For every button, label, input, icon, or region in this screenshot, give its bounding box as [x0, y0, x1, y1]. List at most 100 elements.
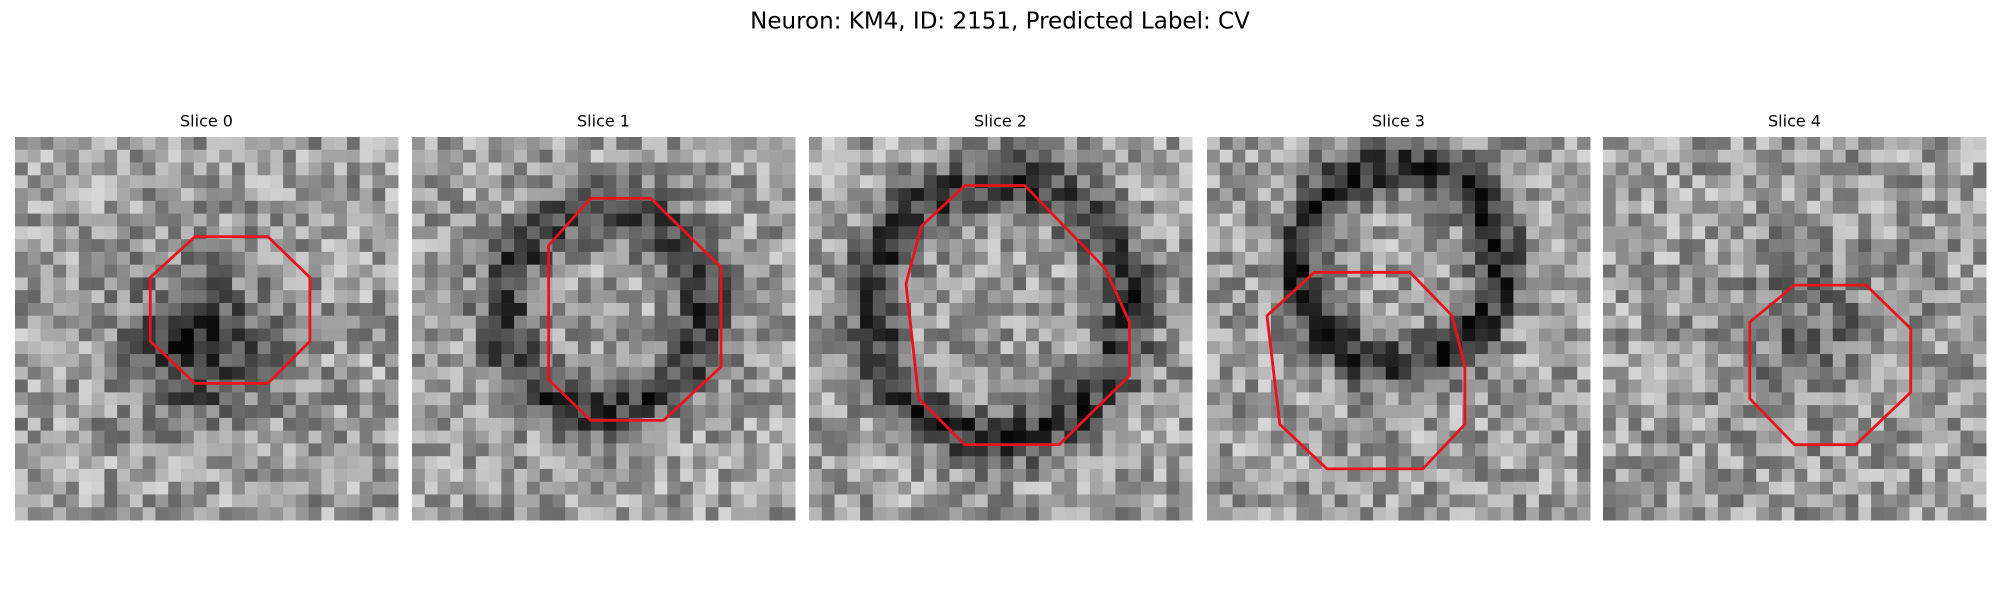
pixel	[629, 366, 643, 381]
pixel	[1232, 137, 1246, 151]
pixel	[244, 341, 259, 355]
pixel	[629, 137, 643, 151]
pixel	[1756, 175, 1770, 189]
pixel	[1934, 239, 1949, 253]
pixel	[872, 188, 887, 202]
pixel	[412, 302, 426, 317]
pixel	[1871, 175, 1885, 189]
pixel	[860, 264, 874, 278]
pixel	[129, 354, 144, 368]
pixel	[692, 392, 707, 406]
pixel	[1436, 264, 1451, 278]
pixel	[1321, 379, 1336, 393]
pixel	[1321, 392, 1336, 406]
pixel	[1296, 494, 1310, 508]
pixel	[1309, 392, 1323, 406]
pixel	[1654, 456, 1668, 470]
pixel	[1934, 251, 1949, 266]
pixel	[1038, 162, 1053, 176]
pixel	[1102, 417, 1116, 432]
pixel	[923, 315, 938, 329]
pixel	[1871, 507, 1885, 521]
pixel	[1424, 443, 1438, 457]
pixel	[117, 290, 131, 304]
pixel	[667, 162, 681, 176]
pixel	[1026, 137, 1040, 151]
pixel	[475, 481, 490, 495]
pixel	[308, 188, 322, 202]
pixel	[577, 137, 592, 151]
pixel	[1026, 417, 1040, 432]
pixel	[104, 226, 118, 240]
pixel	[1283, 417, 1297, 432]
pixel	[1038, 417, 1053, 432]
pixel	[1909, 149, 1923, 164]
pixel	[1487, 226, 1502, 240]
pixel	[667, 354, 681, 368]
pixel	[206, 341, 220, 355]
pixel	[206, 251, 220, 266]
pixel	[1140, 507, 1155, 521]
pixel	[1153, 328, 1167, 342]
pixel	[463, 175, 477, 189]
pixel	[1309, 481, 1323, 495]
pixel	[1500, 277, 1514, 291]
pixel	[616, 149, 630, 164]
pixel	[488, 494, 502, 508]
pixel	[1411, 290, 1425, 304]
pixel	[1947, 456, 1961, 470]
pixel	[1960, 315, 1974, 329]
pixel	[1883, 226, 1898, 240]
pixel	[308, 175, 322, 189]
pixel	[78, 417, 93, 432]
pixel	[1258, 443, 1272, 457]
pixel	[1909, 494, 1923, 508]
pixel	[1730, 162, 1744, 176]
pixel	[463, 315, 477, 329]
pixel	[385, 149, 399, 164]
pixel	[1871, 366, 1885, 381]
pixel	[1794, 430, 1808, 444]
pixel	[1411, 354, 1425, 368]
pixel	[1628, 328, 1642, 342]
pixel	[385, 290, 399, 304]
pixel	[1654, 137, 1668, 151]
pixel	[782, 366, 796, 381]
pixel	[1140, 302, 1155, 317]
pixel	[718, 188, 732, 202]
pixel	[923, 277, 938, 291]
pixel	[1768, 443, 1783, 457]
pixel	[756, 456, 770, 470]
pixel	[834, 392, 848, 406]
pixel	[1909, 341, 1923, 355]
pixel	[898, 200, 912, 215]
pixel	[1641, 430, 1655, 444]
pixel	[1768, 328, 1783, 342]
pixel	[1705, 251, 1719, 266]
pixel	[1077, 494, 1091, 508]
pixel	[66, 251, 80, 266]
pixel	[1334, 443, 1348, 457]
pixel	[1245, 494, 1259, 508]
pixel	[1321, 507, 1336, 521]
pixel	[129, 456, 144, 470]
panel: Slice 1	[412, 112, 796, 521]
pixel	[1807, 379, 1821, 393]
pixel	[692, 200, 707, 215]
pixel	[295, 175, 310, 189]
pixel	[1089, 200, 1104, 215]
pixel	[1654, 200, 1668, 215]
pixel	[1896, 213, 1910, 227]
pixel	[1794, 251, 1808, 266]
pixel	[1245, 366, 1259, 381]
pixel	[1385, 354, 1399, 368]
pixel	[53, 354, 67, 368]
pixel	[1038, 443, 1053, 457]
pixel	[1334, 481, 1348, 495]
pixel	[1153, 200, 1167, 215]
pixel	[1973, 430, 1987, 444]
pixel	[565, 200, 579, 215]
pixel	[987, 188, 1001, 202]
pixel	[1922, 366, 1936, 381]
pixel	[1526, 137, 1540, 151]
